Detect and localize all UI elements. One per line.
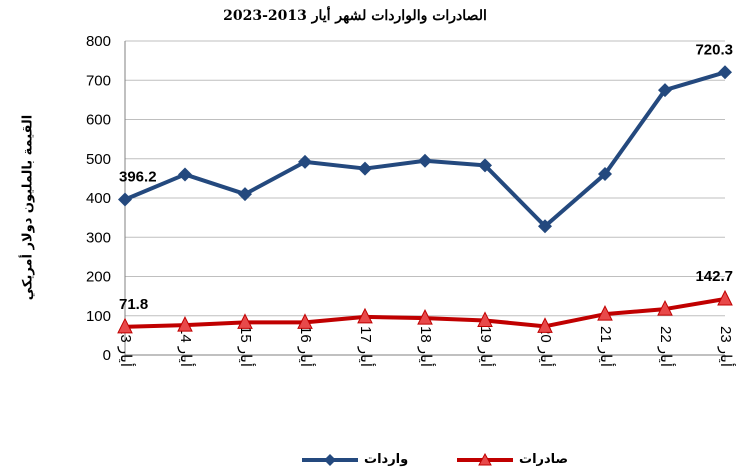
y-tick-label: 300 (86, 229, 111, 246)
y-tick-label: 700 (86, 72, 111, 89)
y-tick-label: 100 (86, 308, 111, 325)
data-label-imports: 396.2 (119, 168, 157, 185)
data-point-exports (717, 289, 733, 306)
legend-item-imports: واردات (300, 452, 408, 467)
data-point-imports (358, 161, 372, 176)
legend-swatch-imports (302, 453, 358, 466)
x-tick-label: أيار 18 (417, 326, 436, 367)
data-point-exports (237, 313, 253, 329)
data-point-imports (718, 65, 732, 80)
data-point-imports (298, 154, 312, 169)
x-tick-label: أيار 16 (297, 326, 316, 367)
data-point-imports (658, 83, 672, 98)
data-point-exports (417, 308, 433, 325)
x-tick-label: أيار 13 (117, 326, 136, 367)
y-tick-label: 800 (86, 33, 111, 50)
x-tick-label: أيار 14 (177, 326, 196, 367)
y-tick-label: 200 (86, 269, 111, 286)
series-line-imports (124, 70, 726, 229)
data-point-imports (178, 167, 192, 182)
y-tick-label: 400 (86, 190, 111, 207)
x-tick-label: أيار 15 (237, 326, 256, 367)
data-point-imports (238, 187, 252, 202)
x-tick-label: أيار 19 (477, 326, 496, 367)
data-point-exports (177, 316, 193, 332)
legend-label-imports: واردات (364, 452, 409, 467)
data-point-exports (597, 305, 613, 321)
legend: صادرات واردات (0, 452, 743, 472)
data-point-exports (657, 299, 673, 316)
data-point-exports (297, 313, 313, 329)
data-point-exports (477, 311, 493, 327)
x-tick-label: أيار 23 (717, 326, 736, 367)
y-tick-label: 600 (86, 112, 111, 129)
legend-swatch-exports (457, 452, 513, 465)
data-point-imports (598, 167, 612, 182)
legend-label-exports: صادرات (519, 452, 569, 467)
data-label-imports: 720.3 (695, 41, 733, 58)
y-tick-label: 500 (86, 151, 111, 168)
data-point-exports (537, 317, 553, 333)
data-point-imports (478, 158, 492, 173)
chart-title: الصادرات والواردات لشهر أيار 2013-2023 (223, 8, 487, 24)
legend-item-exports: صادرات (455, 452, 568, 467)
data-point-exports (357, 307, 373, 324)
data-point-imports (118, 192, 132, 207)
x-tick-label: أيار 17 (357, 326, 376, 367)
x-tick-label: أيار 21 (597, 326, 616, 367)
data-label-exports: 142.7 (695, 268, 733, 285)
data-point-imports (538, 219, 552, 234)
x-tick-label: أيار 22 (657, 326, 676, 367)
y-tick-label: 0 (103, 347, 111, 364)
data-point-exports (117, 317, 133, 334)
x-tick-label: أيار 20 (537, 326, 556, 367)
data-point-imports (418, 153, 432, 168)
data-label-exports: 71.8 (119, 296, 148, 313)
